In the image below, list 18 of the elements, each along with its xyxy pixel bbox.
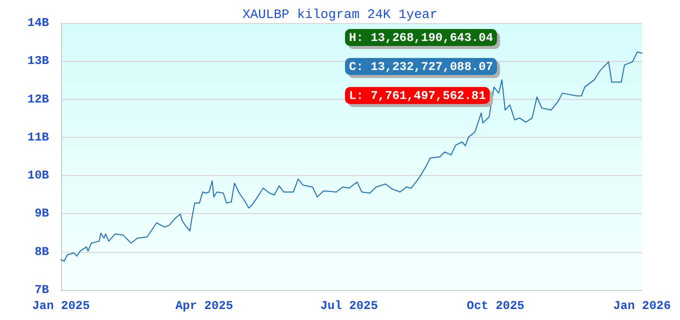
annotation: C: 13,232,727,088.07 bbox=[349, 60, 494, 74]
y-tick-label: 14B bbox=[27, 16, 49, 30]
y-tick-label: 12B bbox=[27, 92, 49, 106]
annotation: H: 13,268,190,643.04 bbox=[349, 31, 494, 45]
x-tick-label: Jul 2025 bbox=[320, 299, 378, 313]
y-tick-label: 9B bbox=[34, 206, 49, 221]
y-tick-label: 11B bbox=[27, 130, 49, 144]
x-tick-label: Apr 2025 bbox=[175, 299, 234, 313]
x-tick-label: Jan 2025 bbox=[32, 299, 90, 313]
y-tick-label: 10B bbox=[27, 168, 49, 183]
y-tick-label: 13B bbox=[27, 54, 49, 68]
line-series bbox=[60, 51, 642, 262]
annotation: L: 7,761,497,562.81 bbox=[349, 89, 486, 103]
y-tick-label: 8B bbox=[34, 244, 49, 259]
x-tick-label: Oct 2025 bbox=[466, 299, 524, 313]
y-tick-label: 7B bbox=[34, 283, 49, 297]
chart-title: XAULBP kilogram 24K 1year bbox=[242, 7, 438, 22]
x-tick-label: Jan 2026 bbox=[613, 299, 671, 313]
